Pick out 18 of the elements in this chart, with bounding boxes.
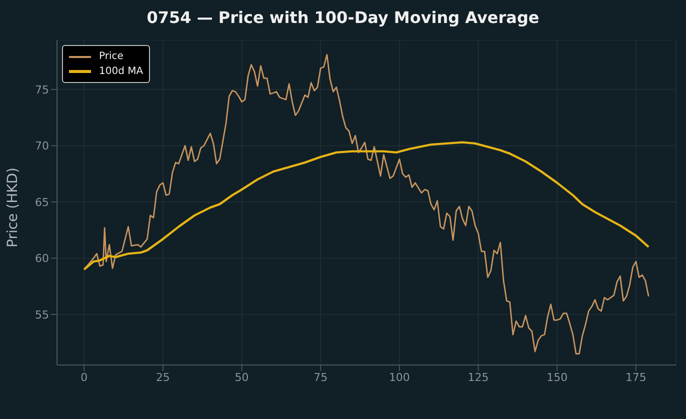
y-tick-label: 75 [35,83,49,96]
x-tick-label: 100 [388,370,410,384]
x-tick-label: 75 [314,370,328,384]
x-tick-label: 25 [156,370,170,384]
x-tick-label: 50 [234,370,249,384]
y-axis-title: Price (HKD) [4,167,21,248]
legend-label: Price [99,50,124,64]
y-tick-label: 55 [35,308,49,322]
x-tick-label: 125 [468,370,489,384]
legend-label: 100d MA [99,65,144,79]
line-series [83,141,650,271]
y-tick-label: 60 [35,252,49,266]
chart-title: 0754 — Price with 100-Day Moving Average [146,8,540,27]
x-tick-label: 0 [80,370,88,384]
x-tick-label: 175 [625,370,646,384]
y-tick-label: 65 [35,196,49,209]
x-tick-label: 150 [546,370,568,384]
y-tick-label: 70 [35,140,49,153]
